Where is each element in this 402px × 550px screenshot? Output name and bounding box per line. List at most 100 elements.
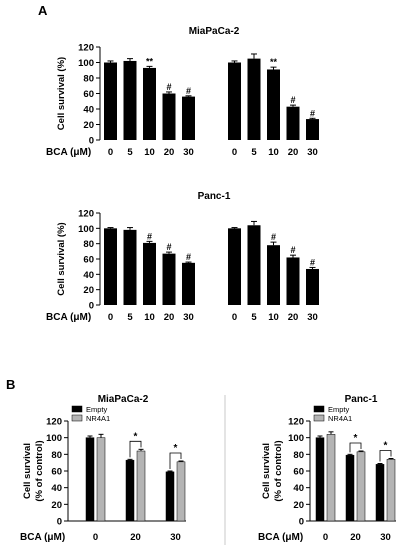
y-axis-label-line1: Cell survival [261, 443, 272, 499]
x-tick-label: 0 [93, 532, 98, 543]
y-tick-label: 100 [288, 433, 304, 444]
x-tick-label: 30 [307, 312, 318, 323]
x-tick-label: 20 [164, 312, 175, 323]
y-tick-label: 100 [46, 433, 62, 444]
y-tick-label: 120 [78, 209, 94, 220]
significance-label: # [186, 252, 191, 262]
bar-empty [85, 437, 95, 522]
x-tick-label: 5 [251, 312, 257, 323]
y-tick-label: 60 [83, 89, 94, 100]
significance-label: # [186, 86, 191, 96]
x-axis-label: BCA (μM) [258, 532, 303, 543]
bar [267, 69, 280, 140]
y-tick-label: 40 [293, 483, 304, 494]
bar [228, 62, 241, 140]
y-axis-label-line1: Cell survival [22, 443, 33, 499]
y-axis-label-line2: (% of control) [273, 440, 284, 501]
y-tick-label: 80 [293, 450, 304, 461]
y-tick-label: 60 [51, 467, 62, 478]
significance-label: ** [146, 56, 154, 66]
panel-b-label: B [6, 377, 15, 392]
x-tick-label: 0 [232, 147, 237, 158]
bar-empty [375, 464, 385, 522]
bar-empty [315, 437, 325, 522]
legend-label: Empty [328, 405, 350, 414]
bar-nr4a1 [386, 459, 396, 522]
bar [267, 245, 280, 305]
x-tick-label: 10 [144, 312, 155, 323]
significance-label: # [271, 232, 276, 242]
bar-nr4a1 [176, 461, 186, 522]
bar [247, 225, 261, 305]
legend-label: Empty [86, 405, 108, 414]
y-tick-label: 120 [78, 43, 94, 54]
significance-bracket [379, 450, 392, 462]
x-tick-label: 30 [380, 532, 391, 543]
x-axis-label: BCA (μM) [20, 532, 65, 543]
chart-title: Panc-1 [198, 191, 231, 202]
bar [286, 106, 300, 140]
y-tick-label: 80 [83, 74, 94, 85]
significance-label: # [290, 245, 295, 255]
y-tick-label: 0 [299, 517, 304, 528]
significance-label: * [384, 441, 388, 452]
bar-nr4a1 [326, 434, 336, 522]
y-tick-label: 20 [83, 285, 94, 296]
y-tick-label: 60 [293, 467, 304, 478]
bar [162, 93, 176, 140]
y-axis-label-line2: (% of control) [34, 440, 45, 501]
bar [143, 67, 156, 140]
x-tick-label: 0 [232, 312, 237, 323]
x-tick-label: 20 [288, 312, 299, 323]
x-tick-label: 30 [170, 532, 181, 543]
bar [104, 62, 117, 140]
x-tick-label: 30 [183, 312, 194, 323]
bar [247, 58, 261, 140]
bar-nr4a1 [356, 451, 366, 522]
significance-bracket [169, 452, 182, 469]
x-tick-label: 20 [164, 147, 175, 158]
y-tick-label: 120 [288, 417, 304, 428]
y-tick-label: 0 [89, 301, 94, 312]
y-axis-label: Cell survival (%) [56, 57, 67, 130]
significance-label: ** [270, 57, 278, 67]
significance-label: # [166, 82, 171, 92]
x-tick-label: 30 [307, 147, 318, 158]
y-tick-label: 120 [46, 417, 62, 428]
significance-label: # [147, 231, 152, 241]
bar [162, 253, 176, 305]
bar [182, 262, 195, 305]
legend-swatch [71, 405, 83, 413]
x-tick-label: 5 [127, 147, 133, 158]
x-axis-label: BCA (μM) [46, 147, 91, 158]
significance-label: # [310, 257, 315, 267]
significance-label: * [134, 431, 138, 442]
x-tick-label: 10 [268, 312, 279, 323]
legend-swatch [313, 405, 325, 413]
bar-nr4a1 [136, 450, 146, 522]
x-tick-label: 20 [288, 147, 299, 158]
x-tick-label: 30 [183, 147, 194, 158]
significance-label: * [174, 443, 178, 454]
bar-empty [125, 459, 135, 522]
x-tick-label: 0 [108, 312, 113, 323]
y-tick-label: 40 [83, 270, 94, 281]
x-tick-label: 10 [268, 147, 279, 158]
bar [143, 242, 156, 305]
significance-bracket [349, 442, 362, 453]
bar [123, 229, 137, 305]
chart-title: Panc-1 [345, 394, 378, 405]
x-tick-label: 20 [350, 532, 361, 543]
y-tick-label: 20 [83, 120, 94, 131]
y-tick-label: 80 [51, 450, 62, 461]
y-tick-label: 60 [83, 255, 94, 266]
y-tick-label: 20 [51, 500, 62, 511]
y-tick-label: 100 [78, 224, 94, 235]
significance-label: # [310, 108, 315, 118]
bar [228, 228, 241, 305]
y-tick-label: 20 [293, 500, 304, 511]
panel-a-label: A [38, 3, 48, 18]
legend-swatch [313, 414, 325, 422]
x-axis-label: BCA (μM) [46, 312, 91, 323]
